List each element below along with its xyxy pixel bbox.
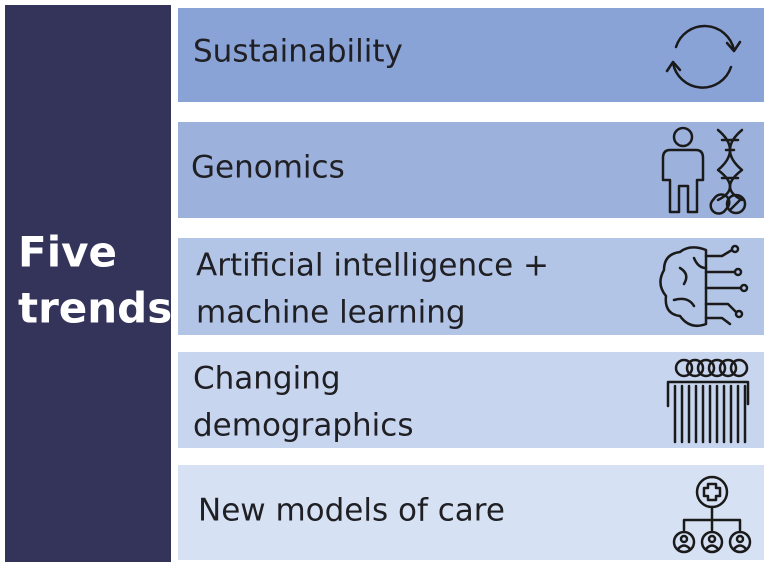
trend-row [178,352,764,448]
cycle-icon [665,24,742,89]
trend-label: Changing [193,361,341,397]
trend-label: Sustainability [193,34,403,70]
trend-row [178,238,764,335]
ai-brain-icon [659,244,749,327]
trend-label: Genomics [191,150,345,186]
trend-row [178,122,764,218]
care-model-icon [672,475,752,554]
trend-label: New models of care [198,493,505,529]
genomics-icon [661,126,747,215]
trend-row [178,465,764,560]
trend-label: Artificial intelligence + [196,248,549,284]
sidebar-title: Five [18,228,117,277]
trend-label: demographics [193,408,413,444]
sidebar-panel [5,5,171,562]
trend-label: machine learning [196,295,466,331]
sidebar-title: trends [18,284,172,333]
trend-row [178,8,764,102]
demographics-icon [666,358,750,444]
